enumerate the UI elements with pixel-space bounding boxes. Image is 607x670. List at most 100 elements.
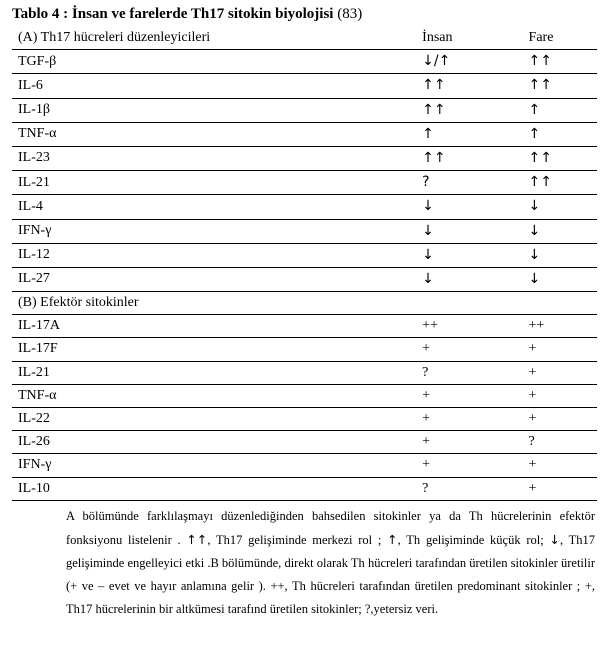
cell-human: ? [416,171,522,195]
cell-human: ↑↑ [416,146,522,170]
cell-human: ? [416,477,522,500]
caption-text: üretilen sitokinler; ?,yetersiz veri. [270,602,438,616]
cell-mouse-value: ↑↑ [529,53,552,69]
cytokine-label: IL-22 [12,408,416,431]
table-row: IFN-γ ↓ ↓ [12,219,597,243]
cell-mouse: + [523,454,597,477]
cytokine-label: IL-4 [12,195,416,219]
up-arrow-icon: ↑ [387,532,397,547]
cell-human-value: ? [422,174,429,190]
table-row: IL-17F++ [12,338,597,361]
cell-mouse: + [523,338,597,361]
cell-mouse: ↓ [523,267,597,291]
cytokine-label: IL-27 [12,267,416,291]
cell-mouse: + [523,477,597,500]
caption-text: , Th [398,533,421,547]
table-row: IL-22++ [12,408,597,431]
cell-human: ↓ [416,267,522,291]
cytokine-label: TGF-β [12,50,416,74]
cell-human-value: ↓ [422,247,434,263]
cell-human: ↑↑ [416,74,522,98]
cell-human: ↓ [416,243,522,267]
cell-human: ↑ [416,122,522,146]
table-row: IL-21? ↑↑ [12,171,597,195]
cell-mouse: ↑↑ [523,171,597,195]
table-row: TNF-α++ [12,384,597,407]
cytokine-label: IFN-γ [12,219,416,243]
cell-human: ++ [416,315,522,338]
cell-mouse: ++ [523,315,597,338]
cell-human-value: ↑ [422,126,434,142]
table-row: IL-26+? [12,431,597,454]
cytokine-label: IL-21 [12,171,416,195]
table-row: IL-17A++++ [12,315,597,338]
cytokine-label: IL-10 [12,477,416,500]
caption-text: gelişiminde küçük rol; [426,533,550,547]
table-row: IL-4 ↓ ↓ [12,195,597,219]
cytokine-label: IL-12 [12,243,416,267]
cell-mouse: ↓ [523,195,597,219]
cytokine-label: TNF-α [12,122,416,146]
cell-human: ↓ [416,195,522,219]
cell-mouse: ? [523,431,597,454]
cell-human-value: ↓ [422,198,434,214]
table-body: (A) Th17 hücreleri düzenleyicileriİnsanF… [12,27,597,500]
table-row: TGF-β ↓/↑ ↑↑ [12,50,597,74]
cell-human-value: ↓/↑ [422,53,450,69]
page: Tablo 4 : İnsan ve farelerde Th17 sitoki… [0,0,607,621]
double-up-arrow-icon: ↑↑ [186,532,207,547]
cytokine-label: IL-6 [12,74,416,98]
table-row: TNF-α ↑ ↑ [12,122,597,146]
cell-human: ↓ [416,219,522,243]
cytokine-label: IL-1β [12,98,416,122]
cell-human: ↓/↑ [416,50,522,74]
cell-human: ↑↑ [416,98,522,122]
cytokine-label: IL-17A [12,315,416,338]
cell-human-value: ↑↑ [422,102,445,118]
cell-human-value: ↓ [422,223,434,239]
cell-human-value: ↓ [422,271,434,287]
cell-mouse: ↓ [523,243,597,267]
table-title-bold: Tablo 4 : İnsan ve farelerde Th17 sitoki… [12,6,337,22]
caption-text: A bölümünde farklılaşmayı düzenlediğinde… [66,509,483,523]
caption: A bölümünde farklılaşmayı düzenlediğinde… [12,501,597,622]
section-b-header: (B) Efektör sitokinler [12,292,597,315]
th17-table: (A) Th17 hücreleri düzenleyicileriİnsanF… [12,27,597,501]
cell-mouse: ↑↑ [523,146,597,170]
cell-mouse-value: ↓ [529,223,541,239]
table-row: IL-10?+ [12,477,597,500]
cytokine-label: IL-21 [12,361,416,384]
cell-mouse: + [523,361,597,384]
cell-human: + [416,431,522,454]
down-arrow-icon: ↓ [549,532,559,547]
table-title: Tablo 4 : İnsan ve farelerde Th17 sitoki… [12,6,597,23]
column-header-human: İnsan [416,27,522,50]
section-a-header: (A) Th17 hücreleri düzenleyicileriİnsanF… [12,27,597,50]
cytokine-label: TNF-α [12,384,416,407]
cell-mouse-value: ↑↑ [529,77,552,93]
cell-mouse: ↓ [523,219,597,243]
cell-human: ? [416,361,522,384]
table-row: IL-21?+ [12,361,597,384]
table-row: IL-23 ↑↑ ↑↑ [12,146,597,170]
cytokine-label: IL-26 [12,431,416,454]
cell-mouse-value: ↑ [529,126,541,142]
caption-text: , Th17 gelişiminde merkezi rol ; [207,533,387,547]
cytokine-label: IFN-γ [12,454,416,477]
cytokine-label: IL-23 [12,146,416,170]
cell-mouse-value: ↑↑ [529,174,552,190]
cell-mouse-value: ↓ [529,247,541,263]
cell-mouse: ↑↑ [523,74,597,98]
cell-human-value: ↑↑ [422,150,445,166]
cell-human: + [416,454,522,477]
cell-human: + [416,338,522,361]
section-a-label: (A) Th17 hücreleri düzenleyicileri [12,27,416,50]
column-header-mouse: Fare [523,27,597,50]
cell-human: + [416,384,522,407]
table-row: IL-6↑↑↑↑ [12,74,597,98]
cell-mouse-value: ↑ [529,102,541,118]
table-title-ref: (83) [337,6,362,22]
cell-mouse: ↑ [523,122,597,146]
table-row: IL-27 ↓ ↓ [12,267,597,291]
table-row: IFN-γ++ [12,454,597,477]
